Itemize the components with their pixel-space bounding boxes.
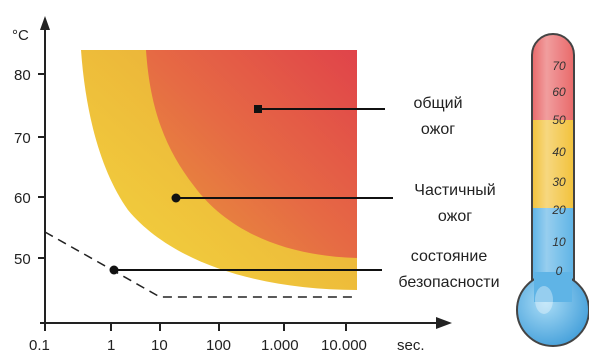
thermometer-scale-label: 70 <box>552 59 566 73</box>
zone-label-safety-line1: состояние <box>411 248 488 265</box>
x-tick-label: 1 <box>107 337 115 354</box>
callout-marker <box>254 105 262 113</box>
x-axis <box>40 317 452 331</box>
callout-marker <box>171 193 181 203</box>
zone-label-full-burn-line1: общий <box>413 95 462 112</box>
thermometer-scale-label: 30 <box>552 175 566 189</box>
x-tick-label: 0.1 <box>29 337 50 354</box>
full-burn-zone <box>146 50 357 258</box>
y-axis <box>38 16 50 323</box>
y-tick-label: 50 <box>14 251 31 268</box>
y-tick-label: 70 <box>14 130 31 147</box>
callout-safety <box>109 265 382 275</box>
thermometer-scale-label: 50 <box>552 113 566 127</box>
thermometer-scale-label: 0 <box>556 264 563 278</box>
y-tick-label: 80 <box>14 67 31 84</box>
zone-label-partial-burn-line2: ожог <box>438 208 472 225</box>
x-tick-label: 10.000 <box>321 337 367 354</box>
thermometer-scale-label: 40 <box>552 145 566 159</box>
callout-marker <box>109 265 119 275</box>
callout-full-burn <box>254 105 385 113</box>
zone-label-partial-burn-line1: Частичный <box>414 182 495 199</box>
thermometer-scale-label: 20 <box>551 203 566 217</box>
y-unit-label: °C <box>12 27 29 44</box>
x-tick-label: 100 <box>206 337 231 354</box>
safety-threshold-line <box>44 231 357 298</box>
callout-partial-burn <box>171 193 393 203</box>
x-tick-label: 1.000 <box>261 337 299 354</box>
zone-label-safety-line2: безопасности <box>398 274 499 291</box>
thermometer-scale-label: 10 <box>552 235 566 249</box>
zone-label-full-burn-line2: ожог <box>421 121 455 138</box>
y-tick-label: 60 <box>14 190 31 207</box>
thermometer-icon: 70 60 50 40 30 20 10 0 <box>516 33 589 347</box>
thermometer-scale-label: 60 <box>552 85 566 99</box>
x-tick-label: 10 <box>151 337 168 354</box>
x-unit-label: sec. <box>397 337 425 354</box>
